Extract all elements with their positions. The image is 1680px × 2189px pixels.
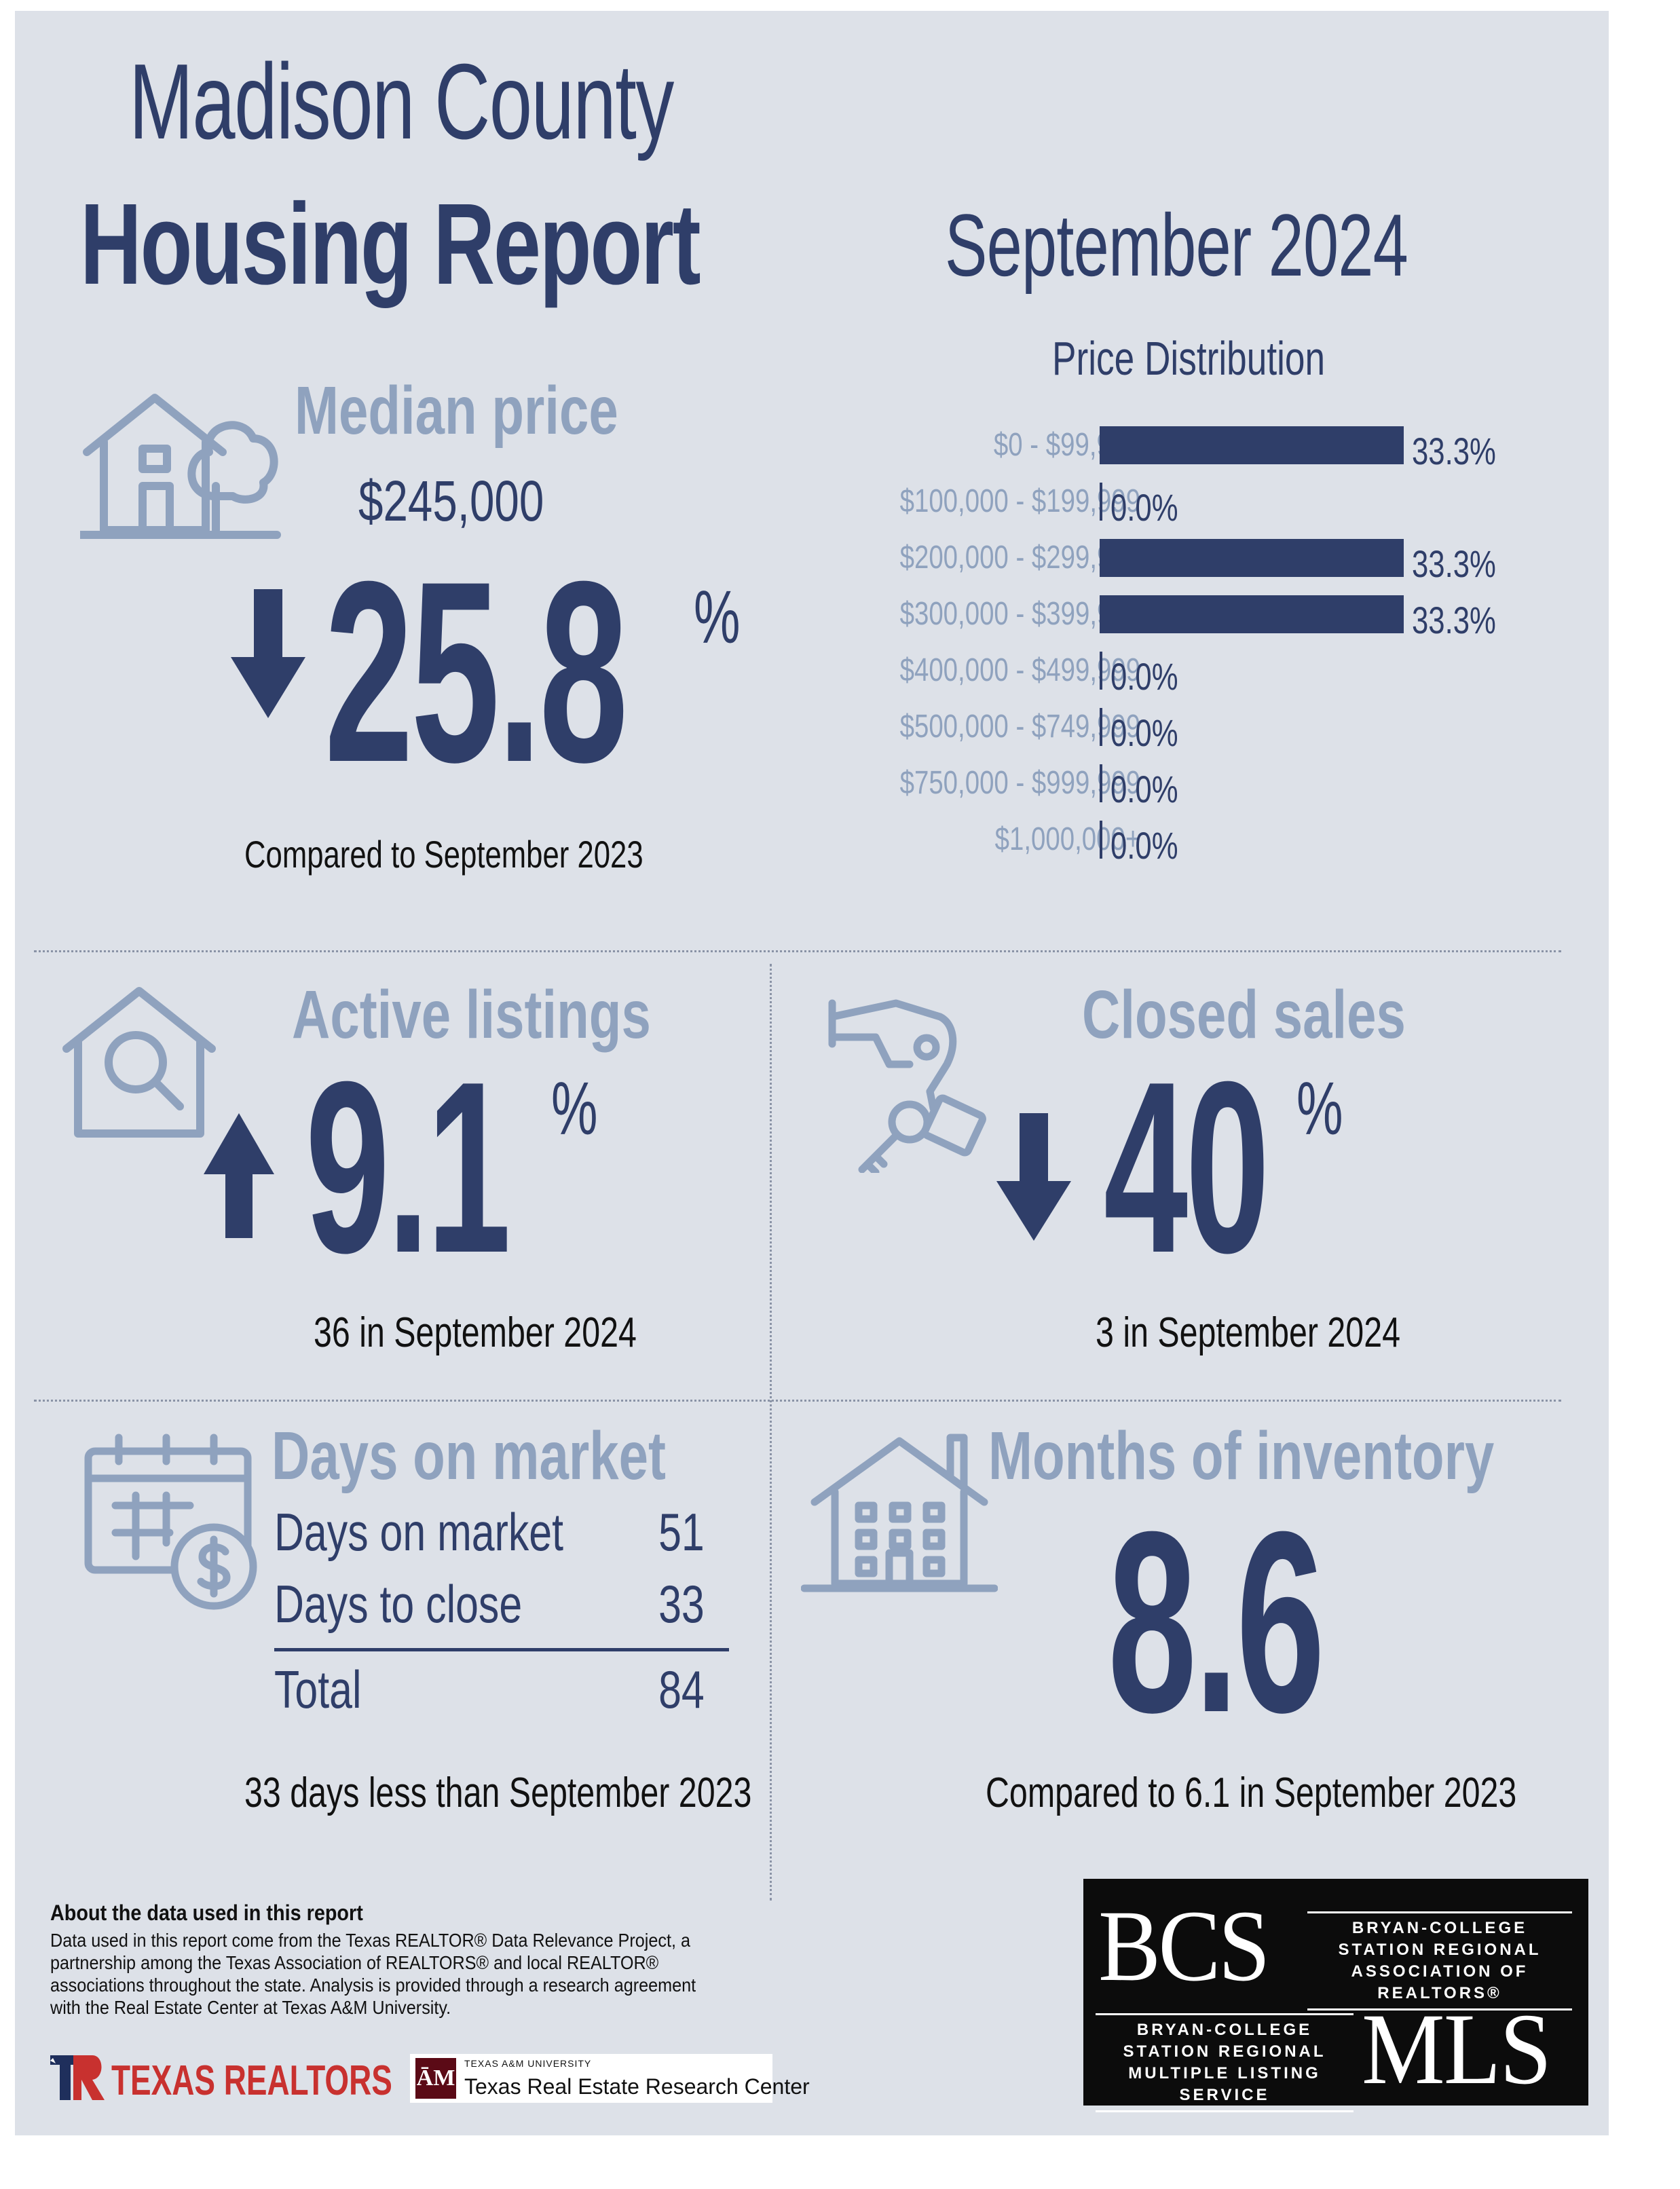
divider-horizontal-2 <box>34 1400 1561 1402</box>
texas-realtors-logo: TEXAS REALTORS <box>50 2054 392 2104</box>
closed-sales-label: Closed sales <box>1082 977 1406 1053</box>
tamu-big-text: Texas Real Estate Research Center <box>464 2074 810 2099</box>
price-range-label: $400,000 - $499,999 <box>899 652 1140 688</box>
bcs-mls-service-text: BRYAN-COLLEGE STATION REGIONAL MULTIPLE … <box>1096 2013 1354 2112</box>
months-of-inventory-note: Compared to 6.1 in September 2023 <box>986 1770 1517 1816</box>
price-distribution-row: $400,000 - $499,999 0.0% <box>747 649 1527 698</box>
dom-row-total: Total 84 <box>274 1659 715 1720</box>
active-listings-change: 9.1 <box>305 1031 511 1304</box>
price-distribution-title: Price Distribution <box>1052 332 1326 385</box>
arrow-down-icon <box>996 1113 1071 1241</box>
bcs-mls-logo: BCS BRYAN-COLLEGE STATION REGIONAL ASSOC… <box>1083 1879 1588 2112</box>
hand-keys-icon <box>828 999 986 1173</box>
dom-total-value: 84 <box>658 1660 705 1719</box>
median-price-change: 25.8 <box>324 527 628 816</box>
closed-sales-percent-sign: % <box>1296 1067 1343 1150</box>
dom-total-name: Total <box>274 1660 362 1719</box>
months-of-inventory-value: 8.6 <box>1108 1478 1325 1766</box>
dom-total-rule <box>274 1648 729 1651</box>
mls-logo-text: MLS <box>1362 1993 1552 2106</box>
dom-row-value: 33 <box>658 1574 705 1634</box>
arrow-down-icon <box>231 589 305 718</box>
texas-realtors-mark-icon <box>50 2055 105 2100</box>
tamu-real-estate-center-logo: ĀM TEXAS A&M UNIVERSITY Texas Real Estat… <box>410 2054 810 2103</box>
house-search-icon <box>62 987 216 1138</box>
price-range-label: $100,000 - $199,999 <box>899 483 1140 519</box>
texas-realtors-text: TEXAS REALTORS <box>111 2057 392 2104</box>
divider-horizontal-1 <box>34 950 1561 952</box>
price-distribution-value: 0.0% <box>1110 711 1178 754</box>
price-distribution-row: $750,000 - $999,999 0.0% <box>747 762 1527 810</box>
price-distribution-bar <box>1100 539 1404 577</box>
price-distribution-row: $500,000 - $749,999 0.0% <box>747 705 1527 754</box>
divider-vertical <box>770 964 772 1901</box>
tamu-small-text: TEXAS A&M UNIVERSITY <box>464 2058 592 2069</box>
closed-sales-change: 40 <box>1104 1031 1270 1304</box>
price-distribution-value: 0.0% <box>1110 486 1178 529</box>
apartment-building-icon <box>801 1434 998 1592</box>
price-distribution-row: $0 - $99,999 33.3% <box>747 424 1527 472</box>
price-distribution-bar <box>1100 426 1404 464</box>
price-distribution-row: $100,000 - $199,999 0.0% <box>747 480 1527 529</box>
price-range-label: $750,000 - $999,999 <box>899 765 1140 801</box>
report-panel <box>15 11 1609 2135</box>
arrow-up-icon <box>204 1113 274 1238</box>
dom-row-name: Days on market <box>274 1502 564 1562</box>
bcs-association-text: BRYAN-COLLEGE STATION REGIONAL ASSOCIATI… <box>1307 1911 1572 2010</box>
price-distribution-value: 33.3% <box>1412 542 1496 585</box>
price-distribution-bar <box>1100 652 1102 690</box>
dom-row-name: Days to close <box>274 1574 523 1634</box>
about-data-heading: About the data used in this report <box>50 1901 363 1925</box>
price-distribution-row: $300,000 - $399,999 33.3% <box>747 593 1527 641</box>
price-distribution-bar <box>1100 708 1102 746</box>
dom-row-days-to-close: Days to close 33 <box>274 1573 715 1634</box>
price-distribution-bar <box>1100 821 1102 859</box>
price-distribution-value: 0.0% <box>1110 768 1178 810</box>
price-distribution-row: $1,000,000+ 0.0% <box>747 818 1527 867</box>
house-tree-icon <box>80 394 281 539</box>
months-of-inventory-label: Months of inventory <box>988 1418 1495 1494</box>
price-distribution-value: 33.3% <box>1412 430 1496 472</box>
report-title-line1: Madison County <box>129 42 674 162</box>
closed-sales-note: 3 in September 2024 <box>1096 1309 1400 1356</box>
active-listings-note: 36 in September 2024 <box>314 1309 637 1356</box>
about-data-body: Data used in this report come from the T… <box>50 1930 696 2018</box>
days-on-market-label: Days on market <box>272 1418 666 1494</box>
price-distribution-value: 0.0% <box>1110 824 1178 867</box>
price-distribution-value: 0.0% <box>1110 655 1178 698</box>
calendar-dollar-icon <box>84 1434 257 1610</box>
price-distribution-bar <box>1100 764 1102 802</box>
tamu-mark-icon: ĀM <box>415 2058 456 2099</box>
price-range-label: $1,000,000+ <box>994 821 1140 857</box>
dom-row-value: 51 <box>658 1502 705 1562</box>
price-range-label: $500,000 - $749,999 <box>899 709 1140 745</box>
median-price-percent-sign: % <box>694 576 741 659</box>
bcs-logo-text: BCS <box>1098 1890 1270 2002</box>
median-price-label: Median price <box>295 373 618 449</box>
report-title-line2: Housing Report <box>80 180 701 309</box>
median-price-note: Compared to September 2023 <box>244 833 643 876</box>
price-distribution-bar <box>1100 595 1404 633</box>
median-price-value: $245,000 <box>358 469 544 533</box>
report-date: September 2024 <box>945 195 1408 295</box>
price-distribution-bar <box>1100 483 1102 521</box>
dom-row-days-on-market: Days on market 51 <box>274 1501 715 1563</box>
days-on-market-note: 33 days less than September 2023 <box>244 1770 752 1816</box>
price-distribution-value: 33.3% <box>1412 599 1496 641</box>
active-listings-percent-sign: % <box>551 1067 598 1150</box>
active-listings-label: Active listings <box>292 977 651 1053</box>
price-distribution-row: $200,000 - $299,999 33.3% <box>747 536 1527 585</box>
